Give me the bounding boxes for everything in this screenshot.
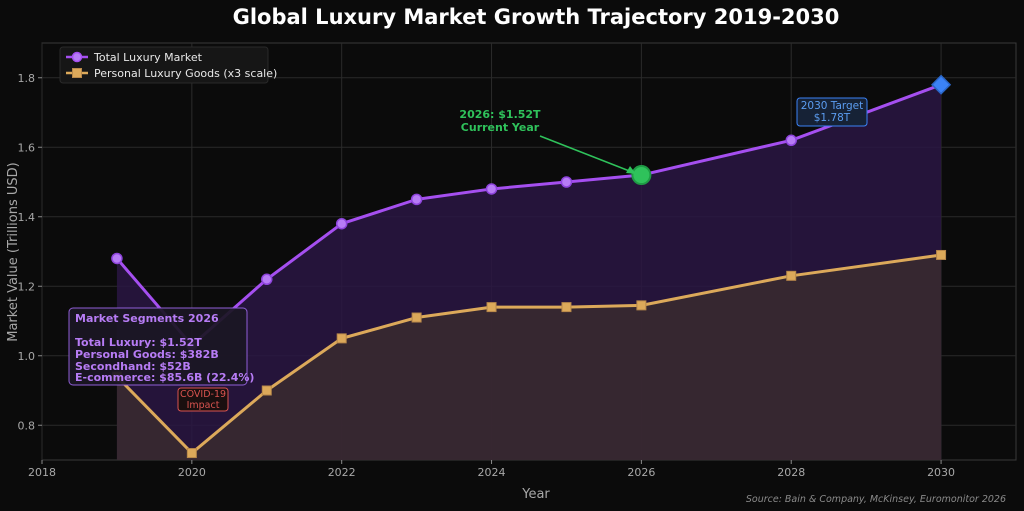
- legend-box: [59, 46, 269, 84]
- personal-point: [411, 312, 422, 323]
- source-note: Source: Bain & Company, McKinsey, Euromo…: [746, 494, 1006, 505]
- x-tick-label: 2028: [777, 466, 805, 479]
- x-tick-label: 2018: [28, 466, 56, 479]
- y-tick-label: 0.8: [18, 419, 36, 432]
- target-annotation: 2030 Target $1.78T: [796, 97, 868, 127]
- y-tick-label: 1.6: [18, 141, 36, 154]
- current-year-arrow: [539, 135, 633, 173]
- personal-point: [561, 302, 572, 313]
- current-year-label-2: Current Year: [461, 121, 540, 134]
- current-year-marker: [631, 165, 652, 186]
- personal-point: [261, 385, 272, 396]
- x-axis-label: Year: [521, 487, 550, 502]
- personal-point: [486, 302, 497, 313]
- segments-line-personal: Personal Goods: $382B: [75, 348, 219, 361]
- total-point: [335, 217, 348, 230]
- personal-point: [786, 270, 797, 281]
- series-area-personal: [116, 254, 942, 460]
- chart-title: Global Luxury Market Growth Trajectory 2…: [233, 5, 840, 29]
- total-point: [261, 273, 273, 286]
- total-point: [111, 252, 123, 265]
- x-tick-label: 2030: [927, 466, 955, 479]
- y-axis-label: Market Value (Trillions USD): [6, 162, 21, 342]
- legend-label-personal: Personal Luxury Goods (x3 scale): [94, 67, 277, 80]
- personal-point: [186, 448, 197, 459]
- covid-annotation: COVID-19 Impact: [177, 387, 229, 412]
- personal-point: [336, 333, 347, 344]
- series-line-personal: [115, 253, 942, 455]
- total-point: [785, 134, 797, 147]
- segments-box-bg: [68, 307, 248, 386]
- target-marker: [931, 74, 952, 95]
- market-segments-box: Market Segments 2026 Total Luxury: $1.52…: [68, 307, 254, 386]
- target-box: [796, 97, 868, 127]
- y-tick-label: 1.2: [18, 280, 36, 293]
- target-label-1: 2030 Target: [801, 100, 864, 112]
- segments-line-secondhand: Secondhand: $52B: [75, 360, 191, 373]
- covid-label-2: Impact: [187, 400, 220, 411]
- covid-box: [177, 387, 229, 412]
- x-tick-label: 2022: [328, 466, 356, 479]
- current-year-annotation: 2026: $1.52T Current Year: [459, 108, 636, 174]
- personal-point: [636, 300, 647, 311]
- personal-point: [936, 249, 947, 260]
- total-point: [560, 176, 573, 188]
- y-tick-label: 1.0: [18, 350, 36, 363]
- y-tick-label: 1.4: [18, 211, 36, 224]
- x-tick-label: 2024: [478, 466, 506, 479]
- legend-label-total: Total Luxury Market: [93, 51, 203, 64]
- total-point: [485, 183, 498, 195]
- current-year-label-1: 2026: $1.52T: [459, 108, 541, 121]
- legend-marker-total: [71, 51, 83, 63]
- x-tick-label: 2020: [178, 466, 206, 479]
- target-label-2: $1.78T: [814, 112, 851, 124]
- current-year-arrowhead: [626, 166, 636, 174]
- x-tick-label: 2026: [627, 466, 655, 479]
- segments-line-ecommerce: E-commerce: $85.6B (22.4%): [75, 371, 254, 384]
- segments-title: Market Segments 2026: [75, 312, 219, 325]
- y-tick-label: 1.8: [18, 72, 36, 85]
- covid-label-1: COVID-19: [180, 389, 226, 400]
- legend-marker-personal: [72, 68, 82, 78]
- segments-line-total: Total Luxury: $1.52T: [75, 336, 202, 349]
- total-point: [410, 193, 423, 206]
- legend: Total Luxury Market Personal Luxury Good…: [59, 46, 277, 84]
